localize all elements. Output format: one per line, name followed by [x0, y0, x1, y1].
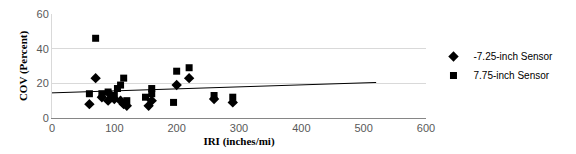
svg-text:40: 40 [37, 43, 49, 55]
svg-text:COV (Percent): COV (Percent) [17, 31, 30, 101]
svg-text:200: 200 [167, 122, 185, 134]
svg-text:0: 0 [43, 112, 49, 124]
svg-text:7.75-inch Sensor: 7.75-inch Sensor [473, 70, 549, 81]
svg-text:-7.25-inch Sensor: -7.25-inch Sensor [473, 51, 553, 62]
svg-text:600: 600 [417, 122, 435, 134]
svg-text:IRI (inches/mi): IRI (inches/mi) [203, 135, 275, 148]
svg-text:100: 100 [105, 122, 123, 134]
svg-text:400: 400 [292, 122, 310, 134]
svg-text:300: 300 [230, 122, 248, 134]
svg-text:500: 500 [354, 122, 372, 134]
svg-text:0: 0 [49, 122, 55, 134]
svg-text:20: 20 [37, 77, 49, 89]
svg-text:60: 60 [37, 8, 49, 20]
